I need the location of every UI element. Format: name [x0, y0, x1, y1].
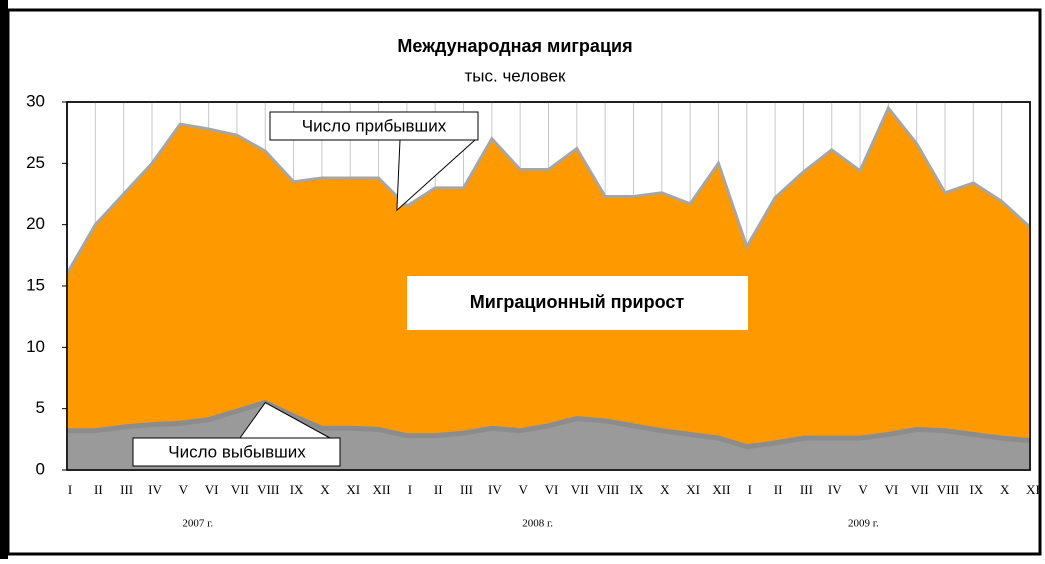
group-label: 2007 г. [182, 518, 213, 530]
series-label: Число выбывших [168, 442, 306, 461]
x-tick-label: V [518, 482, 528, 497]
x-tick-label: XI [346, 482, 360, 497]
x-tick-label: VIII [597, 482, 619, 497]
x-tick-label: II [434, 482, 443, 497]
x-tick-label: VI [885, 482, 899, 497]
series-label: Число прибывших [302, 116, 447, 135]
y-tick-label: 30 [26, 91, 45, 110]
x-tick-label: X [320, 482, 330, 497]
x-tick-label: VIII [937, 482, 959, 497]
x-tick-label: IX [290, 482, 304, 497]
y-tick-label: 0 [36, 459, 45, 478]
x-tick-label: X [660, 482, 670, 497]
x-tick-label: I [408, 482, 412, 497]
x-tick-label: XI [686, 482, 700, 497]
x-tick-label: VI [205, 482, 219, 497]
x-tick-label: XII [712, 482, 730, 497]
x-tick-label: III [460, 482, 473, 497]
x-tick-label: IV [488, 482, 502, 497]
callout-pointer [239, 401, 331, 439]
y-tick-label: 5 [36, 398, 45, 417]
x-tick-label: IX [969, 482, 983, 497]
x-tick-label: VIII [257, 482, 279, 497]
x-tick-label: IX [630, 482, 644, 497]
y-tick-label: 15 [26, 275, 45, 294]
area-label: Миграционный прирост [470, 292, 685, 312]
x-tick-label: V [858, 482, 868, 497]
chart-title: Международная миграция [397, 36, 632, 56]
series-line [67, 399, 1031, 450]
chart-subtitle: тыс. человек [465, 66, 567, 85]
plot-border [66, 101, 1031, 471]
y-tick-label: 20 [26, 214, 45, 233]
x-tick-label: X [1000, 482, 1010, 497]
callout-pointer [396, 139, 476, 212]
group-label: 2008 г. [522, 518, 553, 530]
x-tick-label: VII [571, 482, 589, 497]
x-tick-label: II [774, 482, 783, 497]
x-tick-label: III [120, 482, 133, 497]
x-tick-label: IV [148, 482, 162, 497]
callout-box [132, 437, 341, 467]
x-tick-label: II [94, 482, 103, 497]
x-tick-label: XII [373, 482, 391, 497]
x-tick-label: XI [1026, 482, 1040, 497]
y-tick-label: 10 [26, 337, 45, 356]
x-tick-label: V [179, 482, 189, 497]
x-tick-label: VII [911, 482, 929, 497]
x-tick-label: IV [828, 482, 842, 497]
left-edge [0, 0, 8, 559]
x-tick-label: VII [231, 482, 249, 497]
callout-box [269, 111, 479, 141]
group-label: 2009 г. [848, 518, 879, 530]
series-line [65, 105, 1032, 275]
label-box [407, 276, 748, 330]
x-tick-label: VI [545, 482, 559, 497]
x-tick-label: III [800, 482, 813, 497]
x-tick-label: I [68, 482, 72, 497]
y-tick-label: 25 [26, 153, 45, 172]
x-tick-label: I [748, 482, 752, 497]
